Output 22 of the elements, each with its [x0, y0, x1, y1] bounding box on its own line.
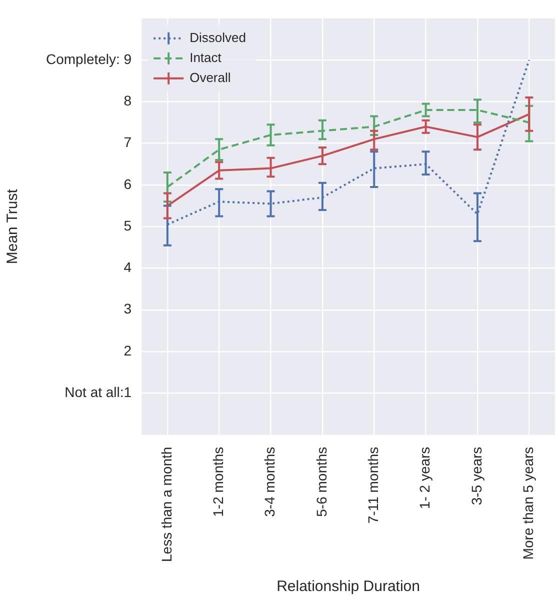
y-tick-label: 8 [124, 92, 132, 109]
x-tick-label: 3-5 years [468, 446, 484, 506]
x-tick-label: 7-11 months [364, 446, 381, 524]
y-tick-label: 4 [124, 259, 132, 276]
x-tick-label: More than 5 years [520, 446, 536, 560]
x-tick-label: 1- 2 years [416, 446, 433, 510]
y-axis-title: Mean Trust [4, 188, 22, 264]
y-tick-label: Not at all:1 [64, 384, 132, 400]
x-tick-label: 5-6 months [313, 446, 330, 517]
y-tick-label: 2 [124, 342, 132, 358]
legend-label: Intact [190, 50, 222, 65]
legend-label: Dissolved [190, 30, 246, 45]
x-tick-label: Less than a month [158, 446, 174, 562]
y-tick-label: 7 [124, 134, 132, 150]
x-axis-title: Relationship Duration [276, 578, 420, 596]
x-tick-label: 1-2 months [210, 446, 226, 517]
y-tick-label: 3 [124, 300, 132, 317]
y-tick-label: 6 [124, 176, 132, 192]
y-tick-label: 5 [124, 217, 132, 234]
legend-label: Overall [190, 70, 231, 85]
x-tick-label: 3-4 months [262, 446, 278, 517]
y-tick-label: Completely: 9 [46, 50, 132, 67]
